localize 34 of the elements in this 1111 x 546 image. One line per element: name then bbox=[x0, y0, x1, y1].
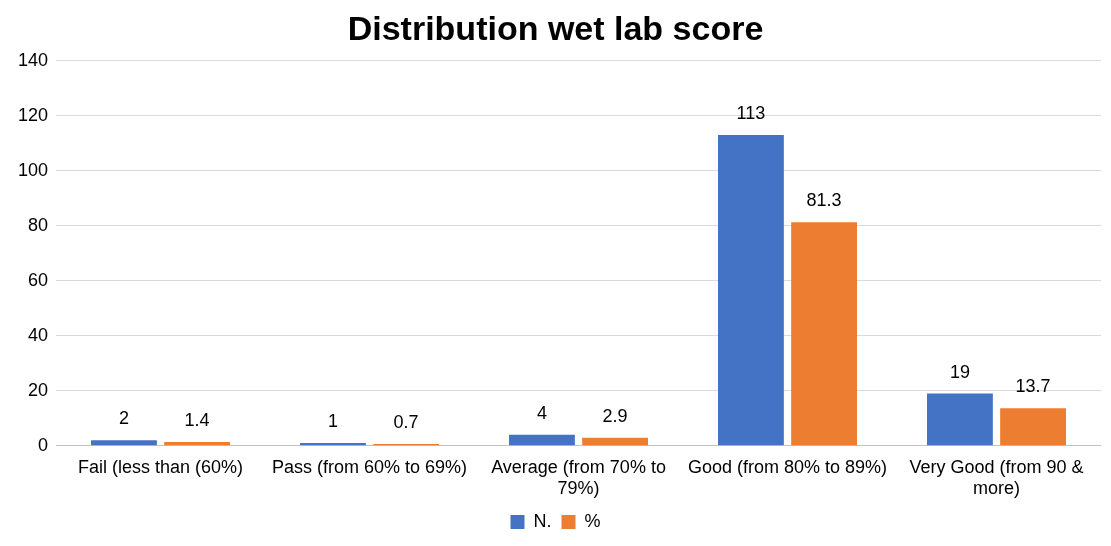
data-label: 2.9 bbox=[602, 405, 628, 426]
data-label: 13.7 bbox=[1015, 376, 1051, 397]
x-tick-label: Average (from 70% to 79%) bbox=[491, 456, 666, 499]
legend-label: N. bbox=[533, 510, 552, 531]
x-tick-label: Very Good (from 90 & more) bbox=[909, 456, 1084, 499]
y-tick-label: 140 bbox=[17, 49, 49, 70]
bar bbox=[1000, 408, 1066, 446]
x-tick-label: Fail (less than (60%) bbox=[78, 456, 244, 477]
y-tick-label: 80 bbox=[28, 214, 49, 235]
bar bbox=[91, 440, 157, 446]
legend-label: % bbox=[584, 510, 601, 531]
y-tick-label: 60 bbox=[28, 269, 49, 290]
y-tick-label: 120 bbox=[17, 104, 49, 125]
x-tick-label: Good (from 80% to 89%) bbox=[687, 456, 888, 477]
data-label: 19 bbox=[949, 361, 970, 382]
y-tick-label: 0 bbox=[38, 434, 49, 455]
y-tick-label: 20 bbox=[28, 379, 49, 400]
data-label: 1.4 bbox=[184, 409, 210, 430]
data-label: 81.3 bbox=[806, 190, 842, 211]
bar bbox=[509, 434, 575, 446]
bar bbox=[164, 441, 231, 446]
bar bbox=[582, 437, 649, 446]
bar bbox=[718, 135, 784, 446]
data-label: 1 bbox=[327, 411, 338, 432]
bar bbox=[927, 393, 993, 446]
y-tick-label: 40 bbox=[28, 324, 49, 345]
data-label: 2 bbox=[118, 408, 129, 429]
x-tick-label: Pass (from 60% to 69%) bbox=[271, 456, 468, 477]
y-tick-label: 100 bbox=[17, 159, 49, 180]
data-label: 0.7 bbox=[393, 411, 419, 432]
bar bbox=[791, 222, 857, 446]
data-label: 113 bbox=[736, 103, 766, 124]
chart-title: Distribution wet lab score bbox=[347, 8, 764, 47]
data-label: 4 bbox=[536, 402, 547, 423]
